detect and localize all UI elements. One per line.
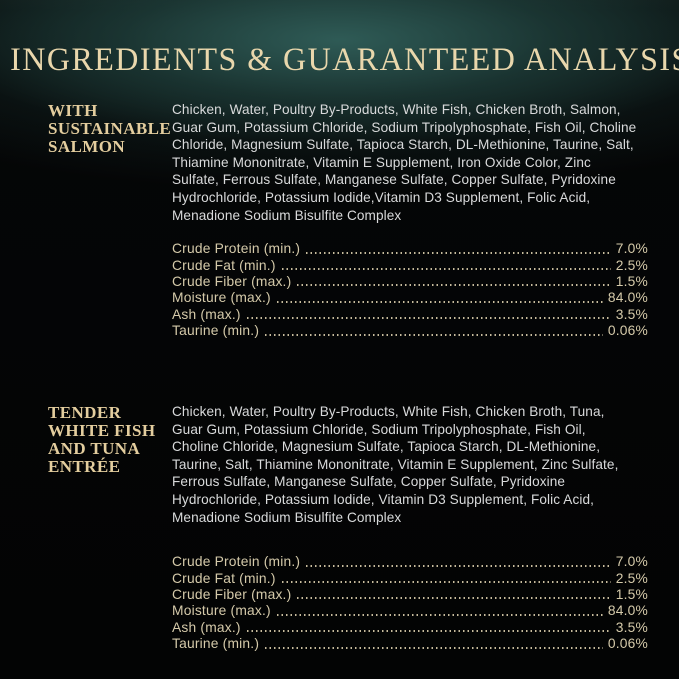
analysis-label: Moisture (max.) [172, 290, 271, 306]
analysis-label: Taurine (min.) [172, 323, 260, 339]
analysis-row: Crude Fiber (max.) 1.5% [172, 587, 648, 603]
analysis-row: Crude Protein (min.) 7.0% [172, 554, 648, 570]
analysis-label: Crude Fat (min.) [172, 257, 276, 273]
analysis-label: Crude Protein (min.) [172, 241, 301, 257]
analysis-value: 3.5% [615, 619, 648, 635]
analysis-row: Moisture (max.) 84.0% [172, 603, 648, 619]
analysis-label: Crude Fat (min.) [172, 570, 276, 586]
analysis-value: 3.5% [615, 306, 648, 322]
analysis-value: 1.5% [615, 586, 648, 602]
section-body: Chicken, Water, Poultry By-Products, Whi… [172, 403, 648, 653]
dotted-leader [297, 597, 611, 600]
dotted-leader [246, 317, 611, 320]
dotted-leader [276, 613, 603, 616]
analysis-row: Moisture (max.) 84.0% [172, 290, 648, 306]
section-sustainable-salmon: WITH SUSTAINABLE SALMON Chicken, Water, … [48, 101, 648, 340]
analysis-label: Ash (max.) [172, 306, 241, 322]
guaranteed-analysis-table: Crude Protein (min.) 7.0% Crude Fat (min… [172, 241, 648, 339]
guaranteed-analysis-table: Crude Protein (min.) 7.0% Crude Fat (min… [172, 554, 648, 652]
analysis-value: 0.06% [607, 323, 648, 339]
analysis-row: Taurine (min.) 0.06% [172, 636, 648, 652]
dotted-leader [276, 300, 603, 303]
section-heading: WITH SUSTAINABLE SALMON [48, 101, 172, 156]
ingredients-text: Chicken, Water, Poultry By-Products, Whi… [172, 404, 619, 525]
analysis-value: 2.5% [615, 257, 648, 273]
dotted-leader [306, 564, 611, 567]
analysis-value: 84.0% [607, 603, 648, 619]
analysis-value: 7.0% [615, 241, 648, 257]
dotted-leader [246, 630, 611, 633]
analysis-value: 7.0% [615, 554, 648, 570]
analysis-label: Taurine (min.) [172, 636, 260, 652]
analysis-value: 0.06% [607, 636, 648, 652]
analysis-label: Ash (max.) [172, 619, 241, 635]
analysis-row: Crude Fat (min.) 2.5% [172, 571, 648, 587]
analysis-row: Taurine (min.) 0.06% [172, 323, 648, 339]
analysis-label: Moisture (max.) [172, 603, 271, 619]
analysis-row: Ash (max.) 3.5% [172, 307, 648, 323]
analysis-label: Crude Fiber (max.) [172, 586, 292, 602]
analysis-value: 2.5% [615, 570, 648, 586]
section-body: Chicken, Water, Poultry By-Products, Whi… [172, 101, 648, 340]
dotted-leader [306, 251, 611, 254]
dotted-leader [281, 267, 611, 270]
analysis-row: Ash (max.) 3.5% [172, 620, 648, 636]
ingredients-text: Chicken, Water, Poultry By-Products, Whi… [172, 102, 637, 223]
analysis-row: Crude Protein (min.) 7.0% [172, 241, 648, 257]
dotted-leader [265, 646, 603, 649]
section-white-fish-tuna: TENDER WHITE FISH AND TUNA ENTRÉE Chicke… [48, 403, 648, 653]
dotted-leader [265, 333, 603, 336]
page-title: INGREDIENTS & GUARANTEED ANALYSIS [10, 42, 679, 78]
analysis-label: Crude Protein (min.) [172, 554, 301, 570]
section-heading: TENDER WHITE FISH AND TUNA ENTRÉE [48, 403, 156, 476]
analysis-value: 84.0% [607, 290, 648, 306]
analysis-row: Crude Fat (min.) 2.5% [172, 258, 648, 274]
analysis-label: Crude Fiber (max.) [172, 273, 292, 289]
dotted-leader [281, 580, 611, 583]
dotted-leader [297, 284, 611, 287]
analysis-value: 1.5% [615, 273, 648, 289]
analysis-row: Crude Fiber (max.) 1.5% [172, 274, 648, 290]
